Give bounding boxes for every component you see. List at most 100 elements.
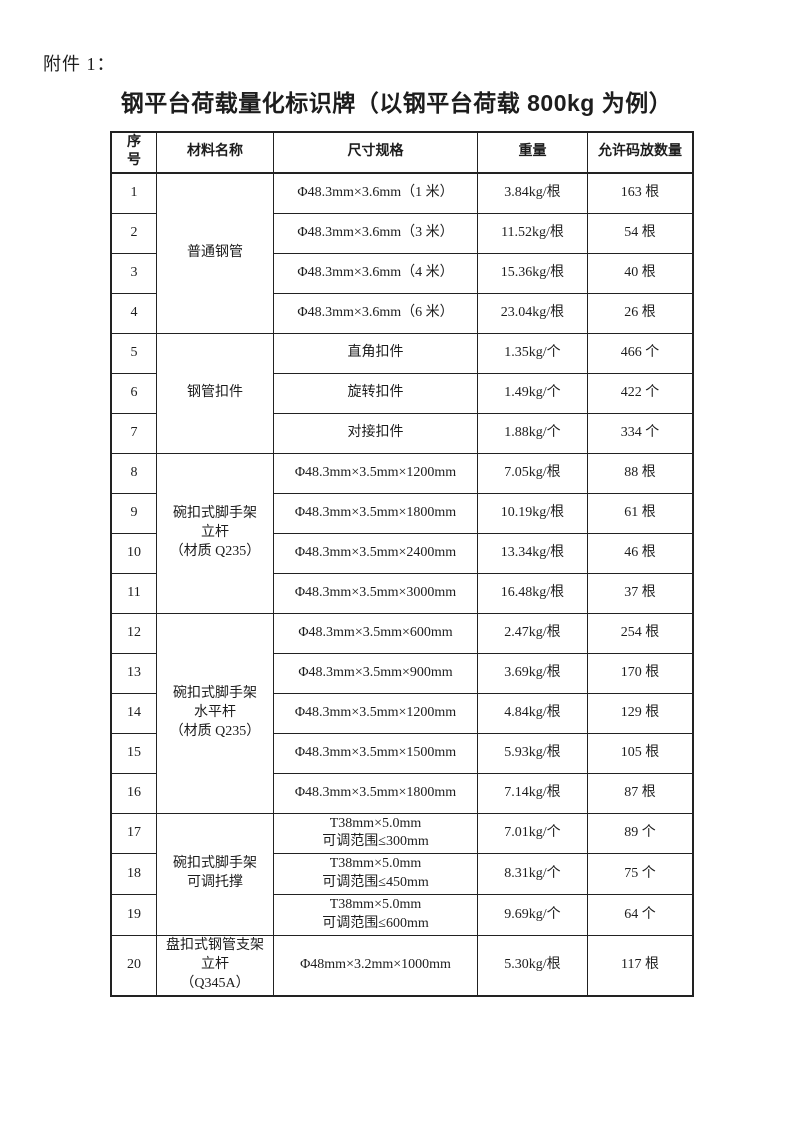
table-row: 19 T38mm×5.0mm 可调范围≤600mm 9.69kg/个 64 个	[110, 894, 694, 936]
cell-weight: 7.05kg/根	[477, 452, 588, 494]
cell-serial-number: 20	[110, 934, 157, 997]
cell-weight: 3.69kg/根	[477, 652, 588, 694]
table-row: 8 碗扣式脚手架 立杆 （材质 Q235） Φ48.3mm×3.5mm×1200mm 7.…	[110, 452, 694, 614]
attachment-label: 附件 1：	[43, 54, 116, 74]
cell-size-spec: 对接扣件	[273, 412, 478, 454]
cell-weight: 8.31kg/个	[477, 853, 588, 896]
cell-size-spec: Φ48.3mm×3.5mm×3000mm	[273, 572, 478, 614]
cell-allowed-stack-qty: 334 个	[587, 412, 694, 454]
cell-allowed-stack-qty: 170 根	[587, 652, 694, 694]
cell-size-spec: Φ48.3mm×3.5mm×1800mm	[273, 772, 478, 814]
material-name-line: 碗扣式脚手架	[173, 685, 257, 701]
cell-allowed-stack-qty: 89 个	[587, 812, 694, 855]
cell-weight: 9.69kg/个	[477, 894, 588, 936]
cell-size-spec: Φ48.3mm×3.6mm（6 米）	[273, 292, 478, 334]
table-row: 9 Φ48.3mm×3.5mm×1800mm 10.19kg/根 61 根	[110, 492, 694, 534]
cell-size-spec: Φ48.3mm×3.5mm×1500mm	[273, 732, 478, 774]
cell-serial-number: 6	[110, 372, 157, 414]
cell-serial-number: 17	[110, 812, 157, 855]
material-name-line: 钢管扣件	[187, 384, 243, 400]
size-spec-line: Φ48.3mm×3.5mm×3000mm	[294, 584, 457, 600]
size-spec-line: 对接扣件	[347, 424, 404, 440]
cell-size-spec: Φ48.3mm×3.5mm×1800mm	[273, 492, 478, 534]
material-name-line: 水平杆	[194, 704, 236, 720]
material-name-line: （材质 Q235）	[169, 723, 261, 739]
size-spec-line: Φ48.3mm×3.5mm×1800mm	[294, 504, 457, 520]
material-name-line: 盘扣式钢管支架	[166, 937, 264, 953]
cell-weight: 3.84kg/根	[477, 172, 588, 214]
cell-weight: 7.01kg/个	[477, 812, 588, 855]
table-row: 13 Φ48.3mm×3.5mm×900mm 3.69kg/根 170 根	[110, 652, 694, 694]
page-title: 钢平台荷载量化标识牌（以钢平台荷载 800kg 为例）	[120, 90, 673, 116]
cell-allowed-stack-qty: 422 个	[587, 372, 694, 414]
size-spec-line: Φ48.3mm×3.5mm×900mm	[298, 664, 453, 680]
table-row: 16 Φ48.3mm×3.5mm×1800mm 7.14kg/根 87 根	[110, 772, 694, 814]
size-spec-line: 可调范围≤300mm	[322, 834, 429, 850]
header-serial-number-label: 序号	[127, 135, 141, 169]
material-name-line: （材质 Q235）	[169, 543, 261, 559]
material-name-line: 碗扣式脚手架	[173, 856, 257, 872]
cell-serial-number: 7	[110, 412, 157, 454]
cell-allowed-stack-qty: 117 根	[587, 934, 694, 997]
table-row: 1 普通钢管 Φ48.3mm×3.6mm（1 米） 3.84kg/根 163 根	[110, 172, 694, 334]
size-spec-line: Φ48.3mm×3.5mm×1800mm	[294, 784, 457, 800]
size-spec-line: T38mm×5.0mm	[329, 897, 422, 913]
size-spec-line: Φ48.3mm×3.6mm（3 米）	[297, 224, 454, 240]
material-name-line: 普通钢管	[187, 244, 243, 260]
cell-serial-number: 12	[110, 612, 157, 654]
size-spec-line: T38mm×5.0mm	[329, 815, 422, 831]
cell-weight: 4.84kg/根	[477, 692, 588, 734]
header-weight: 重量	[477, 131, 588, 175]
cell-weight: 5.93kg/根	[477, 732, 588, 774]
cell-serial-number: 15	[110, 732, 157, 774]
table-row: 20 盘扣式钢管支架 立杆 （Q345A） Φ48mm×3.2mm×1000mm 5.30…	[110, 934, 694, 997]
size-spec-line: Φ48.3mm×3.5mm×600mm	[298, 624, 453, 640]
cell-weight: 23.04kg/根	[477, 292, 588, 334]
cell-size-spec: Φ48.3mm×3.5mm×1200mm	[273, 692, 478, 734]
table-row: 4 Φ48.3mm×3.6mm（6 米） 23.04kg/根 26 根	[110, 292, 694, 334]
load-table: 序号 材料名称 尺寸规格 重量 允许码放数量 1 普通钢管 Φ48.3mm×3.6m…	[110, 131, 694, 997]
cell-material-name: 碗扣式脚手架 水平杆 （材质 Q235）	[156, 612, 274, 814]
cell-allowed-stack-qty: 88 根	[587, 452, 694, 494]
cell-size-spec: T38mm×5.0mm 可调范围≤300mm	[273, 812, 478, 855]
cell-allowed-stack-qty: 37 根	[587, 572, 694, 614]
table-body: 1 普通钢管 Φ48.3mm×3.6mm（1 米） 3.84kg/根 163 根 2 Φ48…	[110, 172, 694, 997]
cell-serial-number: 13	[110, 652, 157, 694]
cell-allowed-stack-qty: 87 根	[587, 772, 694, 814]
table-row: 11 Φ48.3mm×3.5mm×3000mm 16.48kg/根 37 根	[110, 572, 694, 614]
cell-size-spec: 直角扣件	[273, 332, 478, 374]
cell-weight: 5.30kg/根	[477, 934, 588, 997]
size-spec-line: 可调范围≤450mm	[322, 875, 429, 891]
table-row: 18 T38mm×5.0mm 可调范围≤450mm 8.31kg/个 75 个	[110, 853, 694, 896]
cell-size-spec: Φ48.3mm×3.5mm×2400mm	[273, 532, 478, 574]
table-row: 3 Φ48.3mm×3.6mm（4 米） 15.36kg/根 40 根	[110, 252, 694, 294]
cell-allowed-stack-qty: 466 个	[587, 332, 694, 374]
cell-weight: 13.34kg/根	[477, 532, 588, 574]
cell-serial-number: 14	[110, 692, 157, 734]
cell-allowed-stack-qty: 129 根	[587, 692, 694, 734]
cell-size-spec: Φ48.3mm×3.5mm×1200mm	[273, 452, 478, 494]
cell-allowed-stack-qty: 54 根	[587, 212, 694, 254]
cell-weight: 11.52kg/根	[477, 212, 588, 254]
cell-weight: 16.48kg/根	[477, 572, 588, 614]
cell-size-spec: 旋转扣件	[273, 372, 478, 414]
cell-allowed-stack-qty: 46 根	[587, 532, 694, 574]
table-row: 17 碗扣式脚手架 可调托撑 T38mm×5.0mm 可调范围≤300mm 7.01kg/…	[110, 812, 694, 936]
table-row: 7 对接扣件 1.88kg/个 334 个	[110, 412, 694, 454]
cell-weight: 10.19kg/根	[477, 492, 588, 534]
table-row: 5 钢管扣件 直角扣件 1.35kg/个 466 个	[110, 332, 694, 454]
cell-allowed-stack-qty: 254 根	[587, 612, 694, 654]
cell-weight: 2.47kg/根	[477, 612, 588, 654]
cell-weight: 15.36kg/根	[477, 252, 588, 294]
cell-weight: 1.35kg/个	[477, 332, 588, 374]
table-row: 10 Φ48.3mm×3.5mm×2400mm 13.34kg/根 46 根	[110, 532, 694, 574]
cell-size-spec: Φ48.3mm×3.6mm（4 米）	[273, 252, 478, 294]
material-name-line: （Q345A）	[180, 975, 250, 991]
cell-serial-number: 3	[110, 252, 157, 294]
material-name-line: 立杆	[201, 956, 229, 972]
header-size-spec: 尺寸规格	[273, 131, 478, 175]
cell-serial-number: 8	[110, 452, 157, 494]
size-spec-line: Φ48.3mm×3.6mm（4 米）	[297, 264, 454, 280]
cell-serial-number: 19	[110, 894, 157, 936]
